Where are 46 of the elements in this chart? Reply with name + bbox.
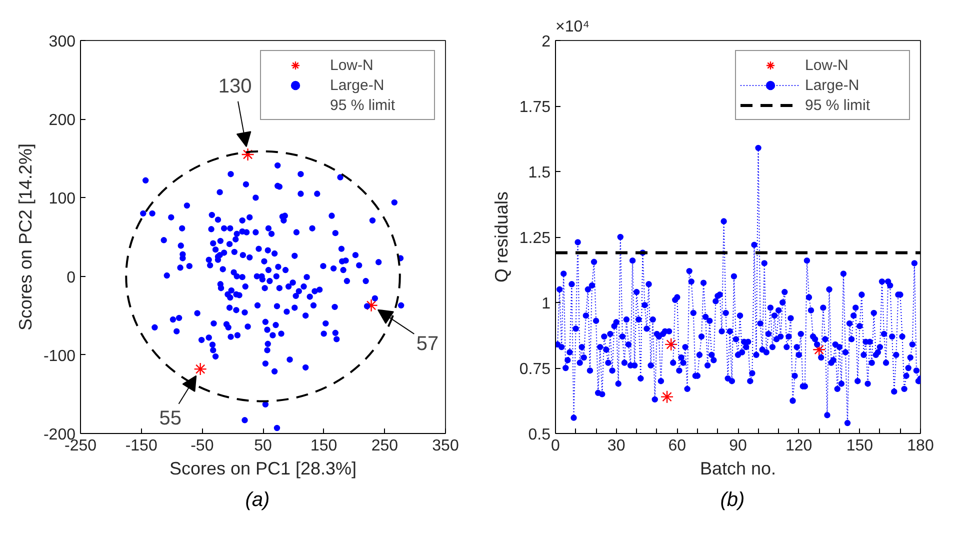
legend-label: Large-N <box>805 76 860 94</box>
x-tick-label: 150 <box>846 438 874 454</box>
y-tick-label: -100 <box>43 348 76 365</box>
y-tick-label: 1.75 <box>519 99 551 116</box>
y-tick-label: 100 <box>48 190 76 208</box>
x-tick-label: 250 <box>371 438 398 454</box>
x-tick-label: 90 <box>729 438 747 454</box>
y-tick-label: 200 <box>48 112 76 130</box>
legend-label: Large-N <box>330 76 386 94</box>
legend-label: Low-N <box>330 56 374 74</box>
point <box>812 343 826 356</box>
legend-label: Low-N <box>805 56 850 74</box>
annotation: 55 <box>159 408 182 430</box>
text: (a) <box>245 488 270 513</box>
point <box>664 338 678 352</box>
x-tick-label: 60 <box>668 438 686 454</box>
text: (b) <box>720 488 745 513</box>
x-axis-title: Scores on PC1 [28.3%] <box>169 458 357 478</box>
annotation: 95 % limit <box>330 96 396 114</box>
y-axis-title: Scores on PC2 [14.2%] <box>15 143 36 331</box>
x-axis-title: Batch no. <box>700 458 776 478</box>
y-axis-title: Q residuals <box>491 191 512 283</box>
x-tick-label: 120 <box>785 438 812 454</box>
annotation: 130 <box>218 76 252 98</box>
y-tick-label: 1.25 <box>519 230 551 247</box>
x-tick-label: 30 <box>607 438 626 454</box>
point <box>364 298 378 312</box>
y-tick-label: 0 <box>66 269 76 286</box>
y-tick-label: 0.5 <box>528 426 551 444</box>
x-tick-label: -50 <box>190 438 214 454</box>
x-tick-label: 150 <box>310 438 338 454</box>
y-tick-label: 1.5 <box>528 164 551 182</box>
annotation: 57 <box>416 332 439 355</box>
x-tick-label: 50 <box>254 438 272 454</box>
point <box>660 390 674 404</box>
x-tick-label: -150 <box>125 438 158 454</box>
y-tick-label: 300 <box>48 34 76 50</box>
point <box>194 362 207 376</box>
y-tick-label: 2 <box>542 34 551 50</box>
x-tick-label: 180 <box>907 438 934 454</box>
legend-label: 95 % limit <box>805 96 872 114</box>
point <box>241 148 254 162</box>
y-tick-label: 0.75 <box>519 361 551 378</box>
y-tick-label: 1 <box>542 296 551 312</box>
text: ×10⁴ <box>556 18 590 36</box>
x-tick-label: 350 <box>432 438 459 454</box>
